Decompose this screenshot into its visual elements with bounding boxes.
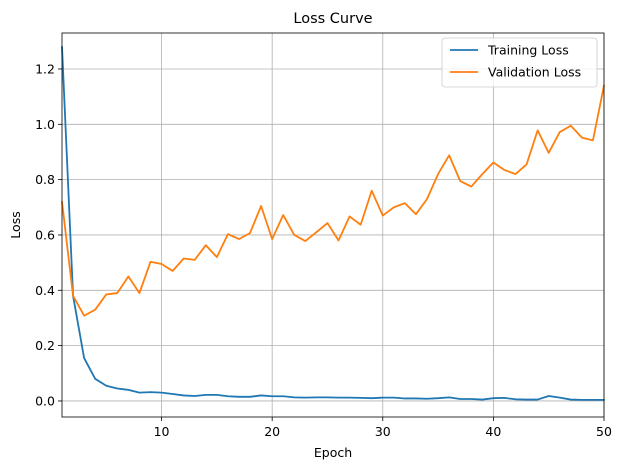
series-lines [61, 45, 605, 401]
chart-title: Loss Curve [293, 11, 372, 27]
y-axis-label: Loss [8, 211, 23, 238]
y-tick-label: 1.2 [35, 61, 55, 76]
x-axis-label: Epoch [314, 445, 352, 460]
y-tick-label: 0.0 [35, 393, 55, 408]
series-line-training-loss [61, 45, 605, 401]
y-tick-label: 1.0 [35, 117, 55, 132]
x-tick-label: 10 [154, 424, 170, 439]
legend: Training Loss Validation Loss [441, 37, 598, 88]
y-tick-label: 0.2 [35, 338, 55, 353]
y-tick-label: 0.6 [35, 227, 55, 242]
grid-lines [62, 33, 605, 417]
series-line-validation-loss [61, 84, 605, 317]
x-tick-label: 30 [375, 424, 391, 439]
x-tick-label: 50 [596, 424, 612, 439]
x-tick-label: 20 [264, 424, 280, 439]
legend-box [441, 37, 598, 88]
plot-frame [61, 32, 605, 418]
axis-ticks: 10 20 30 40 50 0.0 0.2 0.4 0.6 0.8 1.0 1.2 [35, 61, 612, 439]
legend-label-training-loss: Training Loss [487, 43, 569, 58]
y-tick-label: 0.4 [35, 283, 55, 298]
x-tick-label: 40 [485, 424, 501, 439]
legend-label-validation-loss: Validation Loss [488, 65, 581, 80]
y-tick-label: 0.8 [35, 172, 55, 187]
